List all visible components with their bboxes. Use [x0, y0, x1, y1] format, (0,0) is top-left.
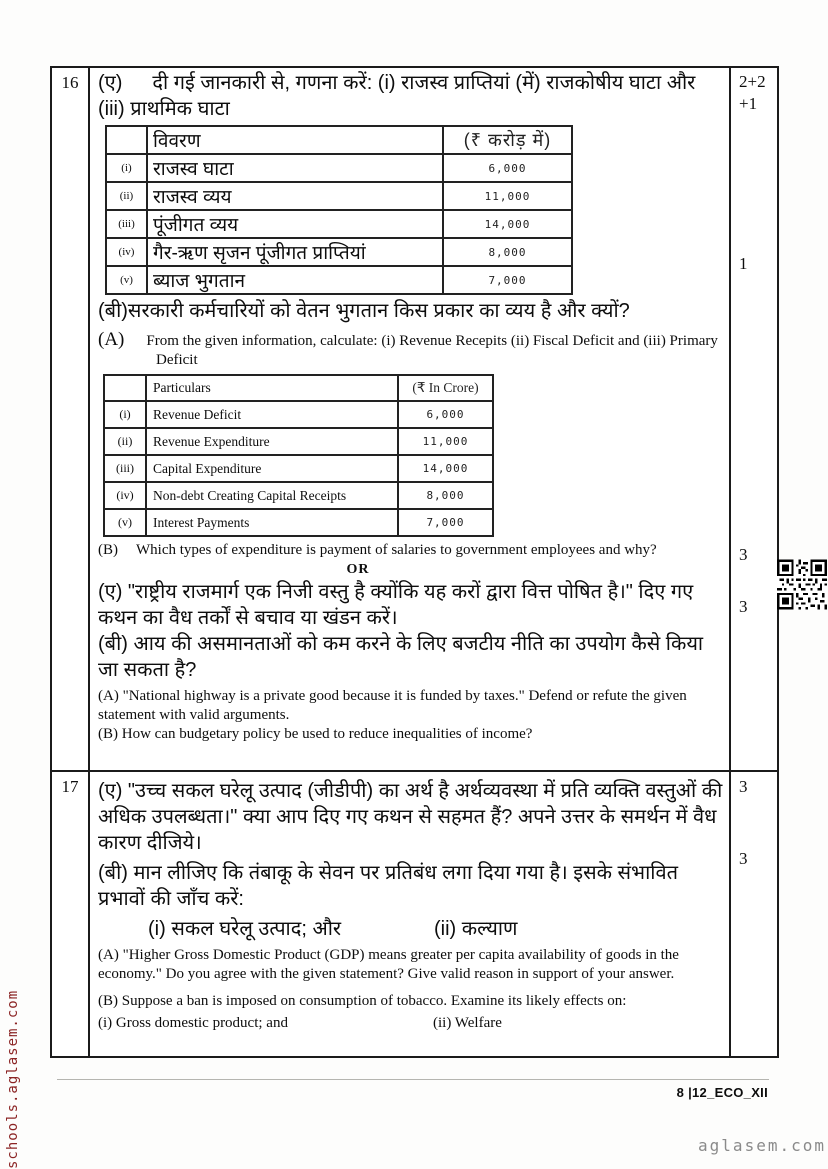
col-particulars: Particulars	[145, 374, 399, 402]
question-number: 16	[52, 68, 90, 770]
q16-or-english-part-a: (A) "National highway is a private good …	[98, 688, 687, 723]
marks-value: 2+2	[739, 72, 766, 91]
table-header-row: Particulars (₹ In Crore)	[103, 374, 494, 402]
qr-code-icon	[777, 559, 827, 610]
table-header-row: विवरण (₹ करोड़ में)	[105, 125, 573, 155]
question-table: 16 (ए) दी गई जानकारी से, गणना करें: (i) र…	[50, 66, 779, 1058]
marks-column-q17: 3 3	[729, 772, 777, 1056]
question-number: 17	[52, 772, 90, 1056]
table-row: (iii) Capital Expenditure 14,000	[103, 454, 494, 483]
q16-hindi-part-b: (बी)सरकारी कर्मचारियों को वेतन भुगतान कि…	[98, 300, 630, 322]
table-row: (iii) पूंजीगत व्यय 14,000	[105, 209, 573, 239]
q16-or-hindi-part-a: (ए) "राष्ट्रीय राजमार्ग एक निजी वस्तु है…	[98, 581, 694, 629]
q17-english-part-b: (B) Suppose a ban is imposed on consumpt…	[98, 993, 627, 1009]
q16-english-part-a: (A) From the given information, calculate…	[98, 329, 718, 368]
schools-aglasem-side-watermark: schools.aglasem.com	[5, 989, 21, 1169]
q17-english-subpoints: (i) Gross domestic product; and (ii) Wel…	[98, 1014, 723, 1033]
marks-value: +1	[739, 94, 758, 113]
table-row: (i) Revenue Deficit 6,000	[103, 400, 494, 429]
subpoint-i: (i) Gross domestic product; and	[98, 1015, 288, 1031]
table-row: (iv) Non-debt Creating Capital Receipts …	[103, 481, 494, 510]
english-data-table: Particulars (₹ In Crore) (i) Revenue Def…	[103, 374, 494, 537]
marks-value: 3	[739, 849, 748, 868]
aglasem-watermark: aglasem.com	[698, 1136, 826, 1155]
q16-hindi-part-a: (ए) दी गई जानकारी से, गणना करें: (i) राजस…	[98, 72, 696, 120]
footer-divider	[57, 1079, 769, 1080]
col-amount: (₹ In Crore)	[397, 374, 494, 402]
page-number-label: 8 |12_ECO_XII	[676, 1085, 768, 1100]
marks-value: 3	[739, 545, 748, 564]
table-row: (ii) राजस्व व्यय 11,000	[105, 181, 573, 211]
subpoint-ii: (ii) कल्याण	[434, 918, 518, 940]
q17-hindi-subpoints: (i) सकल घरेलू उत्पाद; और (ii) कल्याण	[148, 916, 723, 942]
marks-value: 1	[739, 254, 748, 273]
q17-hindi-part-a: (ए) "उच्च सकल घरेलू उत्पाद (जीडीपी) का अ…	[98, 780, 723, 854]
question-row-16: 16 (ए) दी गई जानकारी से, गणना करें: (i) र…	[52, 68, 777, 772]
marks-value: 3	[739, 777, 748, 796]
table-row: (v) ब्याज भुगतान 7,000	[105, 265, 573, 295]
or-separator: OR	[346, 562, 370, 577]
question-17-content: (ए) "उच्च सकल घरेलू उत्पाद (जीडीपी) का अ…	[90, 772, 729, 1056]
table-row: (i) राजस्व घाटा 6,000	[105, 153, 573, 183]
table-row: (iv) गैर-ऋण सृजन पूंजीगत प्राप्तियां 8,0…	[105, 237, 573, 267]
q16-english-part-b: (B) Which types of expenditure is payment…	[98, 542, 657, 558]
table-row: (ii) Revenue Expenditure 11,000	[103, 427, 494, 456]
subpoint-ii: (ii) Welfare	[433, 1015, 502, 1031]
marks-column-q16: 2+2 +1 1 3 3	[729, 68, 777, 770]
q16-or-hindi-part-b: (बी) आय की असमानताओं को कम करने के लिए ब…	[98, 633, 704, 681]
q17-hindi-part-b: (बी) मान लीजिए कि तंबाकू के सेवन पर प्रत…	[98, 862, 678, 910]
table-row: (v) Interest Payments 7,000	[103, 508, 494, 537]
hindi-data-table: विवरण (₹ करोड़ में) (i) राजस्व घाटा 6,00…	[105, 125, 573, 295]
marks-value: 3	[739, 597, 748, 616]
subpoint-i: (i) सकल घरेलू उत्पाद; और	[148, 918, 342, 940]
col-particulars: विवरण	[146, 125, 444, 155]
question-16-content: (ए) दी गई जानकारी से, गणना करें: (i) राजस…	[90, 68, 729, 770]
q17-english-part-a: (A) "Higher Gross Domestic Product (GDP)…	[98, 947, 679, 982]
q16-or-english-part-b: (B) How can budgetary policy be used to …	[98, 726, 533, 742]
col-amount: (₹ करोड़ में)	[442, 125, 573, 155]
question-row-17: 17 (ए) "उच्च सकल घरेलू उत्पाद (जीडीपी) क…	[52, 772, 777, 1056]
